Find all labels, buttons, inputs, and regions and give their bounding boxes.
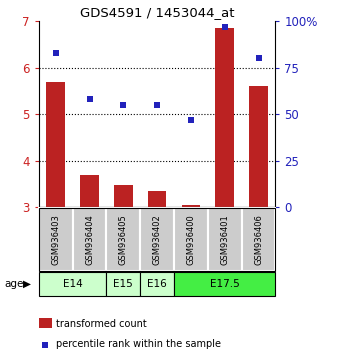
Text: age: age (4, 279, 23, 289)
Point (87, 96, 92, 102)
Bar (140, 208, 174, 271)
Text: E17.5: E17.5 (210, 279, 240, 289)
Text: GSM936405: GSM936405 (119, 214, 128, 265)
Bar (46, 82, 65, 207)
Bar (182, 205, 200, 207)
Point (154, 102, 160, 108)
Bar (215, 28, 234, 207)
Bar (174, 208, 208, 271)
Text: E14: E14 (63, 279, 82, 289)
Title: GDS4591 / 1453044_at: GDS4591 / 1453044_at (80, 6, 235, 19)
Text: percentile rank within the sample: percentile rank within the sample (56, 339, 221, 349)
Bar (249, 86, 268, 207)
Point (53, 50, 58, 56)
Point (222, 24, 227, 30)
Bar (80, 175, 99, 207)
Text: GSM936400: GSM936400 (187, 214, 195, 265)
Text: E16: E16 (147, 279, 167, 289)
Bar (148, 191, 166, 207)
Text: transformed count: transformed count (56, 319, 146, 329)
Text: GSM936404: GSM936404 (85, 214, 94, 265)
Text: E15: E15 (114, 279, 133, 289)
Bar (73, 208, 106, 271)
Bar (39, 208, 73, 271)
Text: GSM936403: GSM936403 (51, 214, 60, 265)
Text: GSM936401: GSM936401 (220, 214, 229, 265)
Bar (114, 185, 132, 207)
Point (188, 117, 194, 122)
Text: GSM936406: GSM936406 (254, 214, 263, 265)
Point (256, 56, 261, 61)
Bar (174, 272, 275, 296)
Bar (208, 208, 242, 271)
Bar (140, 272, 174, 296)
Bar (242, 208, 275, 271)
Point (101, 294, 106, 300)
Text: GSM936402: GSM936402 (153, 214, 162, 265)
Bar (106, 272, 140, 296)
Text: ▶: ▶ (23, 279, 31, 289)
Bar (106, 208, 140, 271)
Bar (39, 272, 106, 296)
Point (121, 102, 126, 108)
